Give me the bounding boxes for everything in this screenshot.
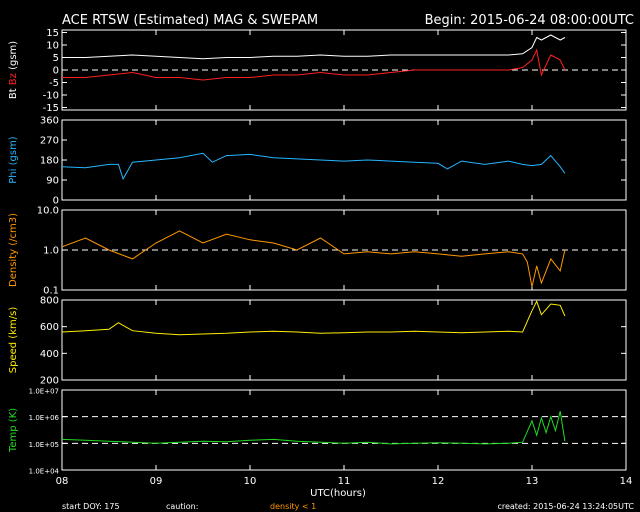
created-timestamp: created: 2015-06-24 13:24:05UTC bbox=[497, 502, 634, 511]
series-line-temp bbox=[61, 411, 566, 445]
y-tick-label: 10.0 bbox=[37, 206, 59, 217]
y-tick-label: 270 bbox=[40, 136, 59, 147]
y-tick-label: 90 bbox=[46, 176, 59, 187]
begin-timestamp: Begin: 2015-06-24 08:00:00UTC bbox=[425, 13, 634, 28]
y-tick-label: 600 bbox=[40, 322, 59, 333]
y-tick-label: 180 bbox=[40, 156, 59, 167]
caution-label: caution: bbox=[166, 502, 198, 511]
y-tick-label: 0 bbox=[53, 66, 59, 77]
series-line-bt bbox=[62, 34, 566, 60]
y-tick-label: 1.0E+06 bbox=[29, 414, 60, 422]
y-tick-label: -10 bbox=[43, 91, 59, 102]
panel-frame bbox=[61, 389, 627, 471]
y-tick-label: -5 bbox=[49, 78, 59, 89]
panel-temp: 1.0E+07 1.0E+06 1.0E+05 1.0E+04 Temp (K) bbox=[8, 388, 627, 476]
panel-speed: 800 600 400 200 Speed (km/s) bbox=[8, 296, 627, 387]
start-doy: start DOY: 175 bbox=[62, 502, 120, 511]
y-tick-label: 5 bbox=[53, 53, 59, 64]
y-tick-label: 1.0E+07 bbox=[29, 388, 59, 396]
y-tick-label: 800 bbox=[40, 296, 59, 307]
y-axis-label-density: Density (/cm3) bbox=[8, 213, 19, 287]
y-tick-label: 0 bbox=[53, 196, 59, 207]
y-tick-label: 10 bbox=[46, 41, 59, 52]
density-note: density < 1 bbox=[270, 502, 316, 511]
y-tick-label: -15 bbox=[43, 103, 59, 114]
y-axis-label-temp: Temp (K) bbox=[8, 408, 19, 453]
y-axis-label-speed: Speed (km/s) bbox=[8, 307, 19, 374]
y-tick-label: 1.0E+05 bbox=[29, 441, 59, 449]
x-tick-label: 14 bbox=[620, 476, 633, 487]
y-axis-label-part: Bz bbox=[8, 73, 19, 88]
y-tick-label: 1.0 bbox=[43, 246, 59, 257]
y-tick-label: 400 bbox=[40, 349, 59, 360]
panel-phi: 360 270 180 90 0 Phi (gsm) bbox=[8, 116, 627, 207]
x-axis: 08 09 10 11 12 13 14 bbox=[56, 476, 633, 487]
y-tick-label: 15 bbox=[46, 28, 59, 39]
panel-density: 10.0 1.0 0.1 Density (/cm3) bbox=[8, 206, 627, 297]
y-axis-label-phi: Phi (gsm) bbox=[8, 136, 19, 184]
y-tick-label: 1.0E+04 bbox=[29, 468, 60, 476]
y-tick-label: 200 bbox=[40, 376, 59, 387]
y-axis-label-part: (gsm) bbox=[8, 41, 19, 73]
y-axis-label-part: Bt bbox=[8, 88, 19, 99]
x-axis-label: UTC(hours) bbox=[310, 488, 366, 499]
plot-title: ACE RTSW (Estimated) MAG & SWEPAM bbox=[62, 13, 318, 28]
panel-frame bbox=[61, 119, 627, 201]
x-tick-label: 08 bbox=[56, 476, 69, 487]
x-tick-label: 12 bbox=[432, 476, 445, 487]
panel-frame bbox=[61, 299, 627, 381]
x-tick-label: 09 bbox=[150, 476, 163, 487]
y-axis-label-mag_b: Bt Bz (gsm) bbox=[8, 41, 19, 99]
series-line-density bbox=[61, 230, 566, 287]
y-tick-label: 360 bbox=[40, 116, 59, 127]
x-tick-label: 11 bbox=[338, 476, 351, 487]
x-tick-label: 10 bbox=[244, 476, 257, 487]
x-tick-label: 13 bbox=[526, 476, 539, 487]
series-line-bz bbox=[62, 48, 566, 81]
series-line-phi bbox=[61, 152, 566, 181]
y-tick-label: 0.1 bbox=[43, 286, 59, 297]
series-line-speed bbox=[61, 300, 566, 336]
panel-mag_b: 15 105 0-5 -10-15 Bt Bz (gsm) bbox=[8, 28, 627, 114]
